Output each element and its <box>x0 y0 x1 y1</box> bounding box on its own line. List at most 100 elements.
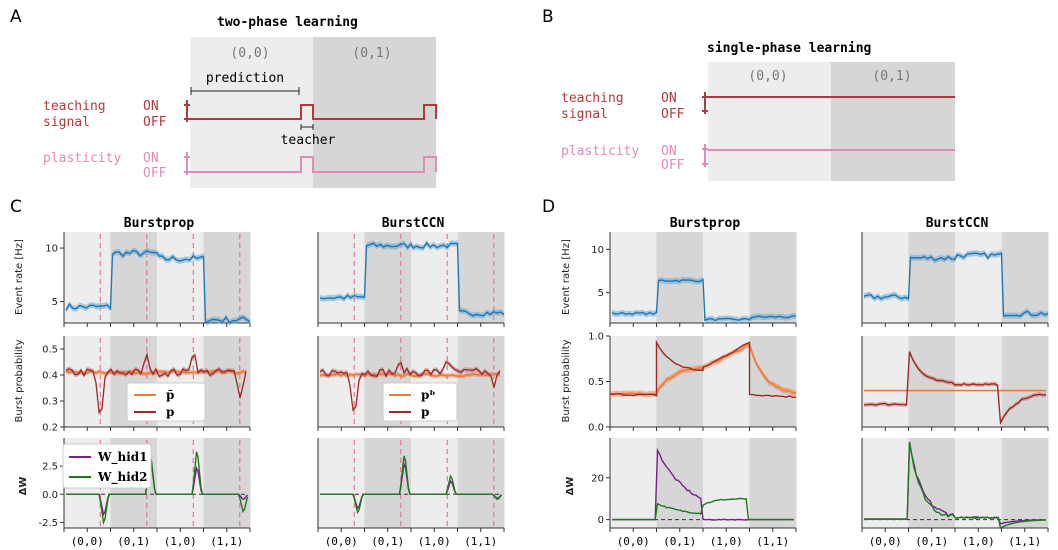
rate-line <box>319 241 505 317</box>
plast-signal-b <box>702 144 955 167</box>
teach-off-a: OFF <box>143 115 167 130</box>
x-category-label: (0,1) <box>915 535 948 548</box>
plast-on-b: ON <box>661 144 677 159</box>
p-line <box>863 351 1047 426</box>
legend-label-p: p <box>166 405 174 419</box>
subplot-rate: 5 10 <box>45 232 251 327</box>
phase-band <box>457 336 505 427</box>
schematic-b-phase2: (0,1) <box>872 69 911 84</box>
phase-band <box>862 232 909 323</box>
p-line <box>65 352 247 414</box>
y-tick-label: 2.5 <box>42 462 58 473</box>
schematic-a-phase1: (0,0) <box>230 46 269 61</box>
legend-c-dw: W_hid1 W_hid2 <box>62 443 152 489</box>
x-category-label: (0,0) <box>869 535 902 548</box>
phase-band <box>203 336 251 427</box>
teach-label-a2: signal <box>43 115 90 130</box>
plast-label-b: plasticity <box>561 144 639 159</box>
legend-label-pbar: p̄ <box>166 388 174 402</box>
whid2-line <box>66 451 249 525</box>
rate-line <box>863 252 1049 317</box>
phase-bg-1 <box>190 37 313 188</box>
x-category-label: (1,1) <box>756 535 789 548</box>
legend-box <box>382 382 458 422</box>
plast-label-a: plasticity <box>43 151 121 166</box>
title-d-burstprop: Burstprop <box>670 216 741 231</box>
y-tick-label: 5 <box>52 297 58 308</box>
phase-bg-b1 <box>708 62 831 181</box>
x-category-label: (0,0) <box>71 535 104 548</box>
teach-on-a: ON <box>143 99 159 114</box>
phase-bg-2 <box>313 37 436 188</box>
phase-band <box>749 438 797 528</box>
phase-band <box>610 438 657 528</box>
legend-c-burst-ccn: pᵇ p <box>382 382 458 422</box>
teacher-bracket <box>300 124 314 130</box>
y-tick-label: 10 <box>45 244 58 255</box>
x-category-label: (1,1) <box>210 535 243 548</box>
subplot-dw: (0,0) (0,1) (1,0) (1,1) <box>317 438 505 548</box>
phase-band <box>749 336 797 427</box>
ylabel-dw-d: ΔW <box>565 477 576 496</box>
teach-on-b: ON <box>661 91 677 106</box>
legend-c-burst: p̄ p <box>126 382 206 422</box>
phase-band <box>411 438 458 528</box>
y-tick-label: 0.2 <box>42 423 58 434</box>
phase-band <box>457 438 505 528</box>
phase-band <box>157 232 204 323</box>
phase-band <box>703 336 750 427</box>
x-category-label: (1,1) <box>1008 535 1041 548</box>
y-tick-label: 0.5 <box>588 377 604 388</box>
y-tick-label: 0.5 <box>42 345 58 356</box>
x-category-label: (0,1) <box>117 535 150 548</box>
phase-band <box>955 438 1002 528</box>
subplot-dw: (0,0) (0,1) (1,0) (1,1) <box>861 438 1049 548</box>
schematic-a-phase2: (0,1) <box>352 46 391 61</box>
plast-off-b: OFF <box>661 158 685 173</box>
x-category-label: (0,0) <box>617 535 650 548</box>
phase-band <box>656 232 704 323</box>
rate-line <box>611 278 796 322</box>
y-tick-label: 0.3 <box>42 397 58 408</box>
panel-letter-c: C <box>10 197 22 217</box>
x-category-label: (1,0) <box>418 535 451 548</box>
subplot-burst <box>861 336 1049 431</box>
panel-letter-b: B <box>542 7 554 27</box>
phase-band <box>862 336 909 427</box>
subplot-burst: 0.0 0.5 1.0 <box>588 332 797 434</box>
schematic-b: single-phase learning (0,0) (0,1) teachi… <box>561 41 955 181</box>
prediction-bracket <box>190 87 300 95</box>
plast-on-a: ON <box>143 151 159 166</box>
y-tick-label: 0 <box>598 515 604 526</box>
legend-label-pb: pᵇ <box>421 388 435 402</box>
x-category-label: (1,0) <box>962 535 995 548</box>
teach-signal-a <box>184 100 437 122</box>
phase-band <box>203 438 251 528</box>
phase-band <box>364 438 412 528</box>
legend-label-whid1: W_hid1 <box>97 450 148 465</box>
phase-band <box>1001 232 1049 323</box>
phase-band <box>703 232 750 323</box>
phase-band <box>110 232 158 323</box>
schematic-a-title: two-phase learning <box>217 15 358 30</box>
ylabel-burst-c: Burst probability <box>14 339 25 422</box>
teach-label-b2: signal <box>561 107 608 122</box>
teach-label-a1: teaching <box>43 99 106 114</box>
teach-signal-b <box>702 92 955 114</box>
ylabel-rate-c: Event rate [Hz] <box>14 239 25 315</box>
p-line <box>319 360 501 412</box>
x-category-label: (0,0) <box>325 535 358 548</box>
phase-bg-b2 <box>831 62 955 181</box>
phase-band <box>908 438 956 528</box>
phase-band <box>1001 438 1049 528</box>
phase-band <box>64 336 111 427</box>
schematic-b-title: single-phase learning <box>707 41 871 56</box>
y-tick-label: 0.4 <box>42 371 58 382</box>
legend-label-p: p <box>421 405 429 419</box>
phase-band <box>703 438 750 528</box>
subplot-rate <box>317 232 505 327</box>
ylabel-burst-d: Burst probability <box>561 339 572 422</box>
schematic-b-phase1: (0,0) <box>748 69 787 84</box>
p-line <box>609 339 797 398</box>
phase-band <box>955 336 1002 427</box>
